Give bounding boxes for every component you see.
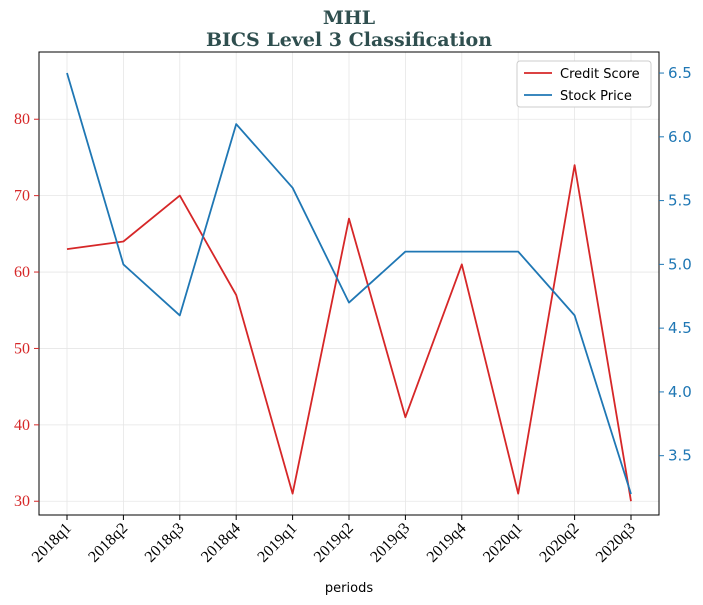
x-tick-label: 2018q2 — [85, 520, 131, 566]
y-right-tick-label: 5.0 — [668, 255, 692, 273]
y-left-tick-label: 30 — [14, 493, 30, 510]
x-tick-label: 2020q1 — [480, 520, 526, 566]
x-tick-label: 2019q3 — [367, 520, 413, 566]
y-left-tick-label: 80 — [14, 111, 30, 128]
chart-title: MHL — [323, 7, 375, 29]
y-left-tick-label: 40 — [14, 417, 30, 434]
series-lines — [66, 72, 632, 502]
x-tick-label: 2018q1 — [29, 520, 75, 566]
y-right-tick-label: 6.5 — [668, 64, 692, 82]
series-line-credit-score — [66, 164, 632, 502]
x-tick-label: 2018q4 — [198, 520, 244, 566]
y-left-tick-label: 50 — [14, 340, 30, 357]
y-right-tick-label: 4.0 — [668, 383, 692, 401]
y-left-tick-label: 70 — [14, 188, 30, 205]
legend-label-stock-price: Stock Price — [560, 89, 632, 104]
chart-subtitle: BICS Level 3 Classification — [206, 29, 492, 51]
series-line-stock-price — [66, 72, 632, 495]
y-axis-left: 30 40 50 60 70 80 — [14, 111, 39, 510]
y-axis-right: 3.5 4.0 4.5 5.0 5.5 6.0 6.5 — [659, 64, 692, 465]
x-tick-label: 2019q1 — [254, 520, 300, 566]
x-tick-label: 2018q3 — [142, 520, 188, 566]
x-tick-label: 2020q3 — [593, 520, 639, 566]
y-right-tick-label: 4.5 — [668, 319, 692, 337]
legend: Credit Score Stock Price — [516, 60, 652, 108]
x-tick-label: 2020q2 — [536, 520, 582, 566]
y-left-tick-label: 60 — [14, 264, 30, 281]
y-right-tick-label: 5.5 — [668, 192, 692, 210]
legend-label-credit-score: Credit Score — [560, 67, 640, 82]
grid — [39, 52, 659, 515]
y-right-tick-label: 3.5 — [668, 447, 692, 465]
y-right-tick-label: 6.0 — [668, 128, 692, 146]
x-tick-label: 2019q4 — [424, 520, 470, 566]
x-axis-label: periods — [325, 581, 373, 596]
x-tick-label: 2019q2 — [311, 520, 357, 566]
x-axis: 2018q1 2018q2 2018q3 2018q4 2019q1 2019q2 2019… — [29, 515, 639, 566]
